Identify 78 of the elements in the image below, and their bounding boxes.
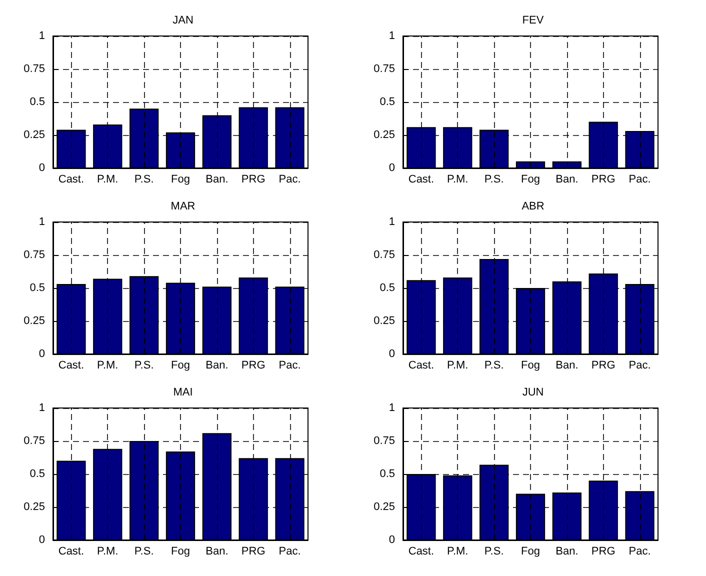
x-tick-label: Fog (521, 546, 540, 558)
y-tick-label: 0.25 (374, 501, 395, 513)
x-tick-label: PRG (591, 174, 616, 186)
x-tick-label: P.S. (134, 360, 154, 372)
x-tick-label: Fog (171, 360, 190, 372)
y-tick-label: 0.75 (374, 63, 395, 75)
x-tick-label: Ban. (556, 546, 578, 558)
x-tick-label: Fog (521, 360, 540, 372)
x-tick-label: Pac. (628, 360, 651, 372)
x-tick-label: PRG (241, 360, 266, 372)
y-tick-label: 1 (38, 402, 45, 414)
y-tick-label: 0.25 (24, 315, 45, 327)
y-tick-label: 0.5 (30, 282, 45, 294)
x-tick-label: P.M. (97, 174, 118, 186)
x-tick-label: Cast. (58, 360, 84, 372)
x-tick-label: Pac. (628, 174, 651, 186)
y-tick-label: 0.5 (30, 96, 45, 108)
x-tick-label: Pac. (278, 174, 301, 186)
x-tick-label: Pac. (278, 546, 301, 558)
chart-title: JUN (522, 386, 544, 398)
chart-title: JAN (172, 14, 194, 26)
x-tick-label: PRG (241, 546, 266, 558)
y-tick-label: 0.5 (380, 282, 395, 294)
x-tick-label: P.M. (447, 546, 468, 558)
chart-title: FEV (522, 14, 544, 26)
y-tick-label: 0.25 (374, 129, 395, 141)
x-tick-label: Cast. (408, 546, 434, 558)
y-tick-label: 0.25 (374, 315, 395, 327)
x-tick-label: P.M. (97, 546, 118, 558)
y-tick-label: 0 (388, 162, 395, 174)
x-tick-label: Fog (171, 546, 190, 558)
y-tick-label: 0.75 (24, 435, 45, 447)
x-tick-label: Ban. (206, 360, 228, 372)
y-tick-label: 0 (38, 162, 45, 174)
y-tick-label: 0 (388, 534, 395, 546)
x-tick-label: Pac. (278, 360, 301, 372)
x-tick-label: P.M. (97, 360, 118, 372)
y-tick-label: 0 (38, 534, 45, 546)
y-tick-label: 0 (388, 348, 395, 360)
y-tick-label: 1 (38, 216, 45, 228)
chart-title: MAI (173, 386, 193, 398)
y-tick-label: 0 (38, 348, 45, 360)
y-tick-label: 1 (38, 30, 45, 42)
y-tick-label: 0.5 (30, 468, 45, 480)
y-tick-label: 1 (388, 216, 395, 228)
x-tick-label: P.S. (484, 546, 504, 558)
y-tick-label: 1 (388, 402, 395, 414)
y-tick-label: 0.5 (380, 468, 395, 480)
x-tick-label: PRG (591, 546, 616, 558)
x-tick-label: Ban. (556, 360, 578, 372)
y-tick-label: 1 (388, 30, 395, 42)
x-tick-label: Cast. (58, 546, 84, 558)
y-tick-label: 0.25 (24, 501, 45, 513)
x-tick-label: Cast. (58, 174, 84, 186)
chart-title: ABR (522, 200, 544, 212)
x-tick-label: Cast. (408, 360, 434, 372)
x-tick-label: P.M. (447, 174, 468, 186)
x-tick-label: PRG (241, 174, 266, 186)
x-tick-label: P.S. (484, 174, 504, 186)
y-tick-label: 0.75 (374, 435, 395, 447)
y-tick-label: 0.5 (380, 96, 395, 108)
x-tick-label: P.S. (134, 546, 154, 558)
x-tick-label: P.S. (134, 174, 154, 186)
x-tick-label: P.S. (484, 360, 504, 372)
x-tick-label: Ban. (556, 174, 578, 186)
x-tick-label: Cast. (408, 174, 434, 186)
y-tick-label: 0.75 (24, 249, 45, 261)
y-tick-label: 0.25 (24, 129, 45, 141)
chart-title: MAR (170, 200, 196, 212)
y-tick-label: 0.75 (374, 249, 395, 261)
x-tick-label: Fog (521, 174, 540, 186)
x-tick-label: PRG (591, 360, 616, 372)
x-tick-label: Ban. (206, 174, 228, 186)
x-tick-label: Pac. (628, 546, 651, 558)
y-tick-label: 0.75 (24, 63, 45, 75)
x-tick-label: Fog (171, 174, 190, 186)
x-tick-label: Ban. (206, 546, 228, 558)
x-tick-label: P.M. (447, 360, 468, 372)
